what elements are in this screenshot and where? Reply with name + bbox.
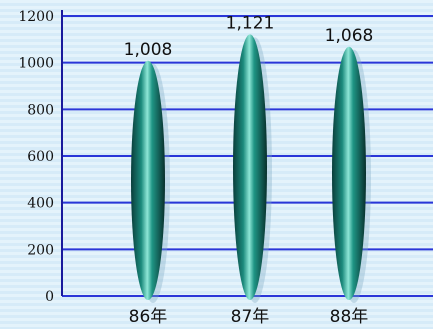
value-label: 1,008	[124, 40, 173, 60]
bar-87年	[233, 34, 267, 300]
bar-88年	[332, 46, 366, 301]
y-tick-label: 1000	[18, 56, 54, 72]
x-tick-label: 86年	[129, 307, 168, 327]
bar-86年	[131, 60, 165, 301]
value-labels: 1,008 1,121 1,068	[124, 13, 374, 59]
value-label: 1,068	[325, 26, 374, 46]
bars	[131, 34, 371, 304]
value-label: 1,121	[226, 13, 275, 33]
y-tick-label: 200	[27, 242, 54, 258]
y-tick-label: 1200	[18, 9, 54, 25]
y-tick-label: 600	[27, 149, 54, 165]
y-tick-label: 0	[45, 289, 54, 305]
y-tick-label: 800	[27, 102, 54, 118]
y-axis-ticks: 0 200 400 600 800 1000 1200	[18, 9, 54, 305]
y-tick-label: 400	[27, 196, 54, 212]
x-axis-ticks: 86年 87年 88年	[129, 307, 369, 327]
x-tick-label: 88年	[330, 307, 369, 327]
x-tick-label: 87年	[231, 307, 270, 327]
